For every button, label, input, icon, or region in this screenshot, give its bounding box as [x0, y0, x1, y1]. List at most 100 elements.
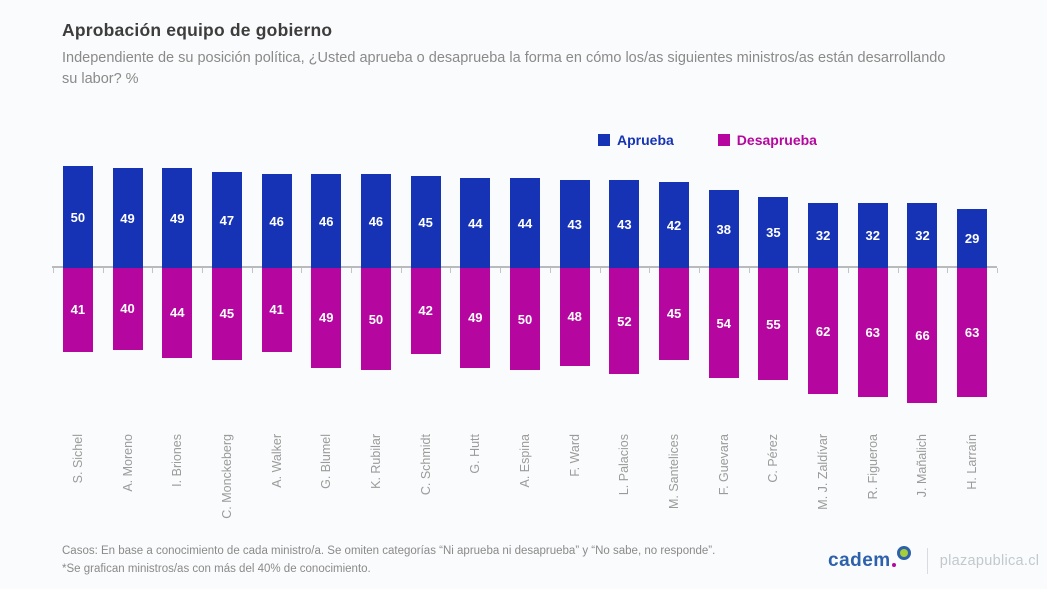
- category-label-H. Larraín: H. Larraín: [965, 434, 980, 490]
- category-label-S. Sichel: S. Sichel: [70, 434, 85, 484]
- bar-value-desaprueba: 49: [319, 310, 334, 326]
- bar-value-aprueba: 44: [468, 215, 483, 231]
- axis-tick: [549, 268, 551, 273]
- category-label-wrap: F. Guevara: [699, 434, 749, 495]
- axis-tick: [450, 268, 452, 273]
- bar-desaprueba-J. Mañalich: 66: [907, 268, 938, 403]
- bar-value-aprueba: 32: [815, 227, 831, 243]
- category-label-C. Schmidt: C. Schmidt: [418, 434, 433, 496]
- category-label-F. Ward: F. Ward: [567, 434, 582, 477]
- bar-value-aprueba: 50: [70, 209, 86, 225]
- bar-desaprueba-A. Walker: 41: [261, 268, 292, 352]
- bar-aprueba-I. Briones: 49: [162, 168, 193, 268]
- category-label-wrap: L. Palacios: [600, 434, 650, 495]
- category-label-wrap: S. Sichel: [53, 434, 103, 483]
- category-label-wrap: R. Figueroa: [848, 434, 898, 499]
- bar-aprueba-A. Espina: 44: [510, 178, 540, 268]
- axis-tick: [599, 268, 601, 273]
- bar-aprueba-K. Rubilar: 46: [360, 174, 391, 268]
- bar-desaprueba-R. Figueroa: 63: [857, 268, 888, 397]
- category-label-F. Guevara: F. Guevara: [716, 434, 731, 496]
- bar-value-aprueba: 47: [219, 212, 235, 228]
- category-label-wrap: C. Monckeberg: [202, 434, 252, 519]
- bar-value-aprueba: 43: [617, 216, 632, 232]
- bar-value-aprueba: 46: [319, 213, 334, 229]
- axis-tick: [947, 268, 949, 273]
- bar-value-aprueba: 46: [269, 213, 284, 229]
- axis-tick: [997, 268, 998, 273]
- bar-value-aprueba: 35: [766, 224, 781, 240]
- bar-value-aprueba: 38: [716, 221, 731, 237]
- bar-value-aprueba: 46: [368, 213, 384, 229]
- axis-tick: [301, 268, 303, 273]
- category-label-wrap: G. Hutt: [450, 434, 500, 474]
- bar-aprueba-G. Blumel: 46: [311, 174, 342, 268]
- axis-tick: [102, 268, 104, 273]
- bar-value-desaprueba: 42: [418, 303, 433, 319]
- category-label-A. Espina: A. Espina: [517, 434, 532, 488]
- bar-value-desaprueba: 63: [865, 324, 881, 340]
- category-label-M. Santelices: M. Santelices: [667, 434, 682, 510]
- bar-desaprueba-G. Blumel: 49: [311, 268, 342, 368]
- bar-value-desaprueba: 63: [964, 324, 980, 340]
- legend-item-desaprueba: Desaprueba: [717, 132, 817, 148]
- bar-desaprueba-F. Ward: 48: [559, 268, 590, 366]
- bar-value-aprueba: 43: [567, 216, 582, 232]
- category-label-I. Briones: I. Briones: [170, 434, 185, 487]
- bar-value-desaprueba: 62: [815, 323, 831, 339]
- cadem-logo: cadem: [828, 546, 911, 574]
- bar-value-desaprueba: 41: [70, 302, 86, 318]
- axis-tick: [897, 268, 899, 273]
- axis-tick: [698, 268, 700, 273]
- bar-value-aprueba: 44: [517, 215, 533, 231]
- bar-value-aprueba: 32: [865, 227, 881, 243]
- bar-aprueba-S. Sichel: 50: [62, 166, 93, 268]
- axis-tick: [500, 268, 502, 273]
- category-label-A. Walker: A. Walker: [269, 434, 284, 488]
- bar-aprueba-F. Ward: 43: [559, 180, 590, 268]
- bar-value-desaprueba: 48: [567, 309, 582, 325]
- bar-desaprueba-I. Briones: 44: [162, 268, 193, 358]
- site-link[interactable]: plazapublica.cl: [939, 553, 1040, 569]
- category-label-wrap: F. Ward: [550, 434, 600, 477]
- cadem-logo-ring-icon: [896, 546, 911, 560]
- cadem-logo-dot-icon: [891, 563, 896, 567]
- axis-tick: [202, 268, 204, 273]
- chart-legend: Aprueba Desaprueba: [598, 132, 817, 148]
- category-label-C. Monckeberg: C. Monckeberg: [219, 434, 234, 519]
- category-label-wrap: K. Rubilar: [351, 434, 401, 489]
- category-label-C. Pérez: C. Pérez: [766, 434, 781, 483]
- bar-desaprueba-H. Larraín: 63: [957, 268, 988, 397]
- bar-aprueba-G. Hutt: 44: [460, 178, 491, 268]
- bar-desaprueba-M. Santelices: 45: [659, 268, 690, 360]
- bar-desaprueba-S. Sichel: 41: [62, 268, 93, 352]
- bar-value-desaprueba: 52: [617, 313, 632, 329]
- bar-aprueba-F. Guevara: 38: [708, 190, 739, 268]
- axis-tick: [351, 268, 353, 273]
- bar-desaprueba-C. Monckeberg: 45: [211, 268, 242, 360]
- axis-tick: [649, 268, 651, 273]
- axis-tick: [748, 268, 750, 273]
- bar-aprueba-M. J. Zaldívar: 32: [808, 202, 839, 268]
- bar-value-desaprueba: 44: [169, 305, 185, 321]
- bar-value-aprueba: 42: [666, 217, 682, 233]
- bar-aprueba-J. Mañalich: 32: [907, 202, 938, 268]
- bar-value-desaprueba: 41: [269, 302, 284, 318]
- bar-aprueba-A. Moreno: 49: [112, 168, 143, 268]
- category-label-wrap: H. Larraín: [947, 434, 997, 490]
- brand-block: cadem plazapublica.cl: [828, 546, 1040, 574]
- category-label-wrap: M. Santelices: [649, 434, 699, 509]
- bar-value-desaprueba: 50: [368, 311, 384, 327]
- category-label-K. Rubilar: K. Rubilar: [368, 434, 383, 489]
- bar-aprueba-H. Larraín: 29: [957, 208, 988, 268]
- bar-value-aprueba: 45: [418, 214, 433, 230]
- footnote-line-2: *Se grafican ministros/as con más del 40…: [62, 563, 371, 575]
- legend-label-aprueba: Aprueba: [617, 132, 674, 148]
- category-label-wrap: A. Moreno: [103, 434, 153, 492]
- bar-aprueba-R. Figueroa: 32: [857, 202, 888, 268]
- axis-tick: [53, 268, 54, 273]
- category-label-wrap: A. Walker: [252, 434, 302, 488]
- bar-aprueba-M. Santelices: 42: [659, 182, 690, 268]
- category-label-M. J. Zaldívar: M. J. Zaldívar: [816, 434, 831, 510]
- bar-desaprueba-M. J. Zaldívar: 62: [808, 268, 839, 395]
